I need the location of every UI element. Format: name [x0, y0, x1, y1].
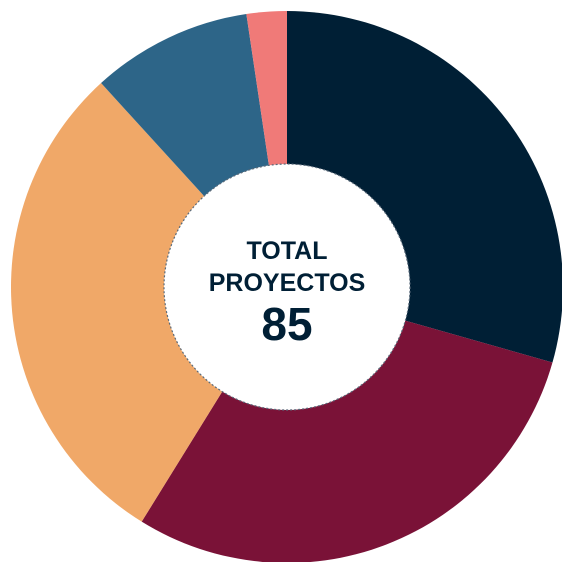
- total-value: 85: [261, 298, 312, 350]
- center-label: TOTAL PROYECTOS: [209, 237, 366, 297]
- slice: [10, 83, 287, 522]
- slice: [141, 287, 553, 562]
- center-hole: [163, 163, 411, 411]
